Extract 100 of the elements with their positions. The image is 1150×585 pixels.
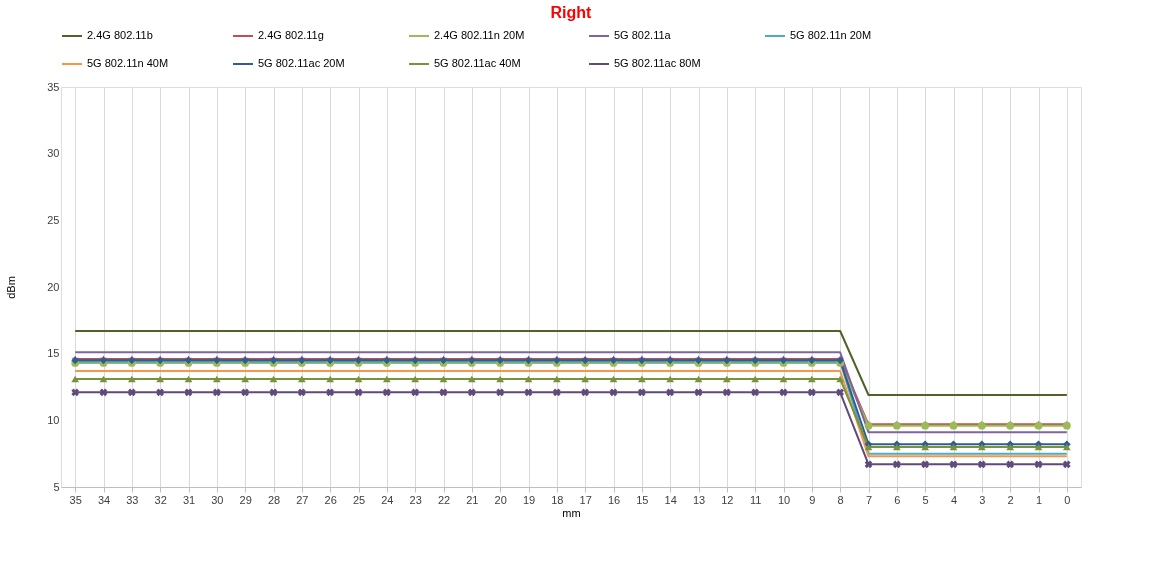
- x-tick-label: 20: [494, 493, 507, 506]
- point: [524, 388, 533, 397]
- point: [609, 388, 618, 397]
- point: [779, 388, 788, 397]
- x-tick-label: 19: [522, 493, 536, 506]
- point: [921, 460, 929, 469]
- x-tick-label: 6: [894, 493, 901, 506]
- x-tick-label: 32: [154, 493, 167, 506]
- point: [411, 388, 419, 397]
- legend-label: 2.4G 802.11g: [258, 29, 324, 41]
- x-tick-label: 9: [809, 493, 816, 506]
- point: [779, 375, 788, 383]
- x-tick-label: 3: [979, 493, 986, 506]
- point: [1006, 460, 1014, 469]
- point: [808, 388, 816, 397]
- x-tick-label: 15: [636, 493, 649, 506]
- point: [581, 388, 589, 397]
- x-tick-label: 5: [922, 493, 929, 506]
- x-tick-label: 4: [950, 493, 958, 506]
- x-tick-label: 24: [381, 493, 394, 506]
- x-tick-label: 29: [239, 493, 252, 506]
- legend-label: 5G 802.11ac 40M: [434, 57, 521, 69]
- legend-label: 5G 802.11n 40M: [87, 57, 169, 69]
- x-tick-label: 18: [551, 493, 564, 506]
- y-tick-label: 25: [47, 213, 60, 226]
- point: [864, 460, 873, 469]
- x-tick-label: 7: [865, 493, 873, 506]
- chart-title: Right: [550, 4, 593, 21]
- x-tick-label: 1: [1035, 493, 1043, 506]
- legend-label: 2.4G 802.11b: [87, 29, 153, 41]
- y-tick-label: 10: [47, 413, 60, 426]
- x-tick-label: 14: [664, 493, 677, 506]
- point: [269, 375, 278, 383]
- point: [893, 460, 901, 469]
- y-tick-label: 20: [47, 280, 60, 293]
- point: [524, 375, 533, 383]
- x-tick-label: 2: [1007, 493, 1014, 506]
- y-tick-label: 35: [47, 80, 60, 93]
- y-tick-label: 15: [47, 347, 60, 360]
- point: [99, 375, 108, 383]
- point: [638, 388, 646, 397]
- point: [156, 388, 164, 397]
- point: [694, 388, 703, 397]
- legend-label: 5G 802.11ac 80M: [614, 57, 701, 69]
- point: [298, 388, 306, 397]
- x-tick-label: 16: [607, 493, 621, 506]
- point: [354, 375, 363, 383]
- point: [354, 388, 363, 397]
- point: [1034, 460, 1043, 469]
- point: [723, 388, 731, 397]
- point: [468, 388, 476, 397]
- point: [666, 388, 674, 397]
- x-axis-title: mm: [562, 506, 581, 519]
- point: [553, 388, 561, 397]
- x-tick-label: 28: [267, 493, 281, 506]
- x-tick-label: 33: [126, 493, 139, 506]
- point: [836, 388, 844, 397]
- point: [383, 388, 391, 397]
- x-tick-label: 17: [579, 493, 592, 506]
- point: [71, 388, 79, 397]
- point: [1063, 460, 1071, 469]
- point: [694, 375, 703, 383]
- point: [439, 375, 448, 383]
- x-tick-label: 30: [211, 493, 224, 506]
- x-tick-label: 35: [69, 493, 82, 506]
- y-tick-label: 5: [53, 480, 60, 493]
- point: [241, 388, 249, 397]
- legend-label: 2.4G 802.11n 20M: [434, 29, 525, 41]
- x-tick-label: 23: [409, 493, 422, 506]
- x-tick-label: 11: [749, 493, 762, 506]
- point: [439, 388, 448, 397]
- point: [184, 388, 193, 397]
- point: [269, 388, 278, 397]
- x-tick-label: 13: [692, 493, 706, 506]
- x-tick-label: 26: [324, 493, 337, 506]
- x-tick-label: 31: [182, 493, 196, 506]
- legend-label: 5G 802.11ac 20M: [258, 57, 345, 69]
- point: [99, 388, 108, 397]
- point: [949, 460, 958, 469]
- point: [326, 388, 334, 397]
- x-tick-label: 22: [437, 493, 451, 506]
- y-tick-label: 30: [47, 147, 60, 160]
- legend-label: 5G 802.11a: [614, 29, 672, 41]
- x-tick-label: 12: [721, 493, 734, 506]
- x-tick-label: 21: [466, 493, 479, 506]
- point: [609, 375, 618, 383]
- x-tick-label: 27: [296, 493, 309, 506]
- point: [213, 388, 221, 397]
- point: [184, 375, 193, 383]
- point: [496, 388, 504, 397]
- legend-label: 5G 802.11n 20M: [790, 29, 872, 41]
- point: [978, 460, 986, 469]
- x-tick-label: 10: [777, 493, 791, 506]
- point: [128, 388, 136, 397]
- x-tick-label: 25: [352, 493, 366, 506]
- point: [751, 388, 759, 397]
- x-tick-label: 0: [1064, 493, 1071, 506]
- x-tick-label: 8: [837, 493, 844, 506]
- y-axis-title: dBm: [5, 276, 18, 299]
- x-tick-label: 34: [97, 493, 111, 506]
